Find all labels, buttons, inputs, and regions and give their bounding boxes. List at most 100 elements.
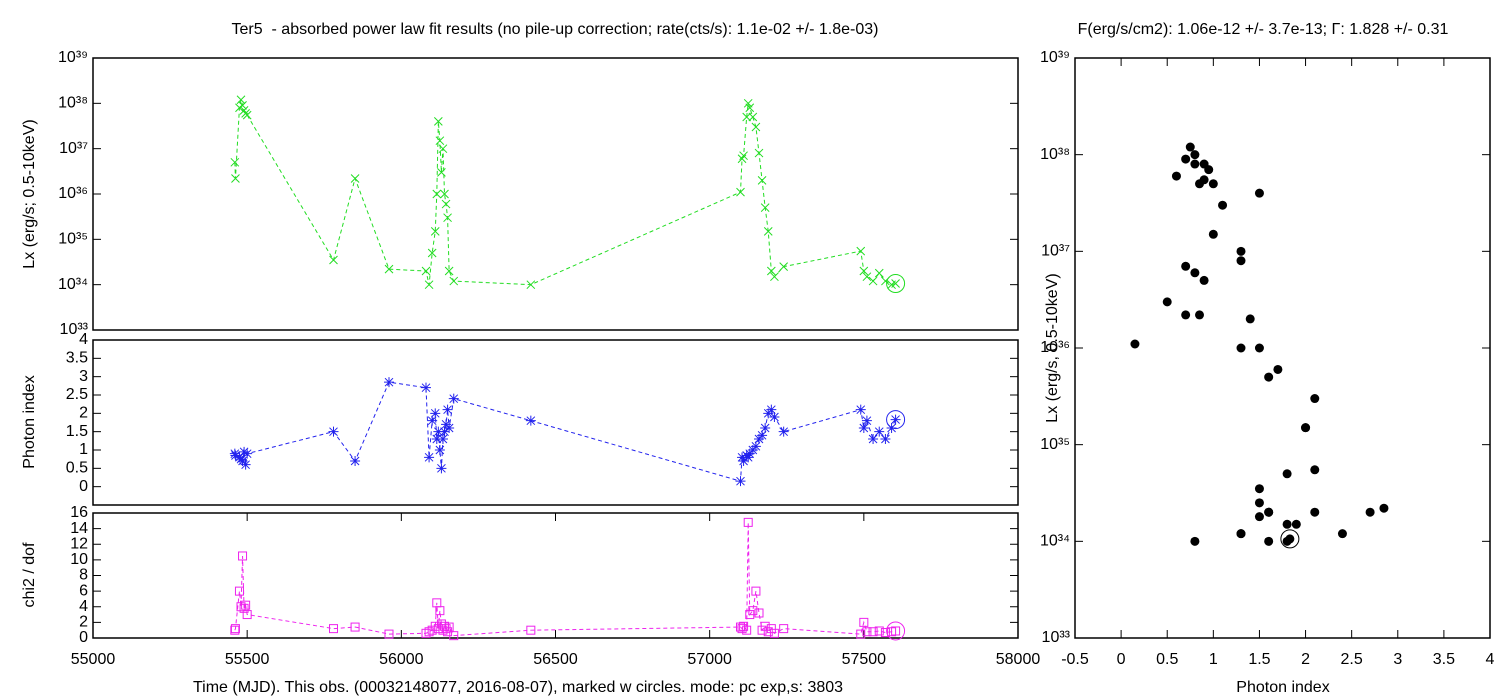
data-point xyxy=(435,136,445,146)
marker-shape xyxy=(1310,394,1320,404)
marker-shape xyxy=(1291,519,1301,529)
marker-shape xyxy=(427,248,437,258)
data-point xyxy=(525,415,536,426)
marker-shape xyxy=(735,476,746,487)
plot-frame xyxy=(1074,57,1491,639)
data-point xyxy=(891,279,900,288)
marker-shape xyxy=(1199,159,1209,169)
marker-shape xyxy=(1181,154,1191,164)
data-point xyxy=(1236,529,1246,539)
data-point xyxy=(444,423,455,433)
marker-shape xyxy=(230,624,240,634)
y-tick-label: 10³⁷ xyxy=(59,140,88,157)
data-point xyxy=(745,103,755,113)
marker-shape xyxy=(858,423,869,433)
data-point xyxy=(738,456,749,466)
data-point xyxy=(743,517,753,527)
data-point xyxy=(437,434,448,444)
data-point xyxy=(1190,159,1200,169)
marker-shape xyxy=(1264,372,1274,382)
marker-shape xyxy=(384,377,394,388)
marker-shape xyxy=(742,112,752,122)
data-point xyxy=(1254,188,1264,198)
data-point xyxy=(1208,229,1218,239)
marker-shape xyxy=(770,272,779,282)
data-point xyxy=(770,272,779,282)
data-point xyxy=(1181,310,1191,320)
y-tick-label: 1.5 xyxy=(66,423,88,440)
data-point xyxy=(234,586,244,596)
data-point xyxy=(1264,372,1274,382)
marker-shape xyxy=(748,606,758,616)
data-point xyxy=(238,101,247,110)
marker-shape xyxy=(763,627,773,637)
marker-shape xyxy=(1185,142,1195,152)
marker-shape xyxy=(1264,507,1274,517)
y-tick-label: 0 xyxy=(79,629,88,646)
marker-shape xyxy=(432,189,442,199)
data-point xyxy=(444,622,454,632)
marker-shape xyxy=(239,446,250,457)
marker-shape xyxy=(526,280,536,290)
marker-shape xyxy=(424,452,435,463)
x-tick-label: 0.5 xyxy=(1156,651,1178,668)
data-point xyxy=(350,622,360,632)
data-point xyxy=(1282,469,1292,479)
marker-shape xyxy=(328,426,339,437)
marker-shape xyxy=(230,625,240,635)
data-point xyxy=(424,452,435,463)
x-tick-label: 1.5 xyxy=(1248,651,1270,668)
data-point xyxy=(1190,150,1200,160)
data-point xyxy=(890,414,901,425)
marker-shape xyxy=(435,606,445,616)
data-point xyxy=(748,606,758,616)
data-point xyxy=(1199,275,1209,285)
marker-shape xyxy=(1208,229,1218,239)
marker-shape xyxy=(449,276,459,286)
data-point xyxy=(861,415,872,426)
marker-shape xyxy=(754,148,764,158)
y-axis-label: Lx (erg/s; 0.5-10keV) xyxy=(21,119,38,268)
marker-shape xyxy=(443,213,452,223)
y-tick-label: 10 xyxy=(70,551,88,568)
marker-shape xyxy=(431,434,442,444)
data-point xyxy=(1365,507,1375,517)
data-point xyxy=(242,610,252,620)
data-point xyxy=(737,624,747,634)
data-point xyxy=(1285,534,1295,544)
data-point xyxy=(859,266,869,276)
data-point xyxy=(239,106,249,115)
current-obs-marker xyxy=(1280,529,1300,549)
marker-shape xyxy=(760,621,770,631)
data-point xyxy=(231,174,240,183)
data-point xyxy=(427,248,437,258)
data-point xyxy=(449,276,459,286)
x-tick-label: 3.5 xyxy=(1433,651,1455,668)
x-tick-label: 55000 xyxy=(71,651,116,668)
x-tick-label: -0.5 xyxy=(1061,651,1089,668)
y-tick-label: 2.5 xyxy=(66,386,88,403)
current-obs-marker xyxy=(886,274,906,294)
data-point xyxy=(439,426,450,437)
data-point xyxy=(432,189,442,199)
data-point xyxy=(739,151,748,161)
marker-shape xyxy=(737,624,747,634)
marker-shape xyxy=(242,110,252,120)
marker-shape xyxy=(525,415,536,426)
marker-shape xyxy=(859,266,869,276)
data-point xyxy=(526,625,536,635)
marker-shape xyxy=(448,393,459,404)
marker-shape xyxy=(449,631,459,641)
marker-shape xyxy=(1264,536,1274,546)
marker-shape xyxy=(757,175,767,185)
y-tick-label: 3 xyxy=(79,368,88,385)
data-point xyxy=(1264,536,1274,546)
x-axis-label: Photon index xyxy=(1236,679,1329,696)
marker-shape xyxy=(1190,150,1200,160)
data-point xyxy=(874,268,884,278)
marker-shape xyxy=(862,272,872,282)
marker-shape xyxy=(350,456,361,466)
marker-shape xyxy=(440,621,449,631)
marker-shape xyxy=(1254,484,1264,494)
data-point xyxy=(874,426,885,437)
